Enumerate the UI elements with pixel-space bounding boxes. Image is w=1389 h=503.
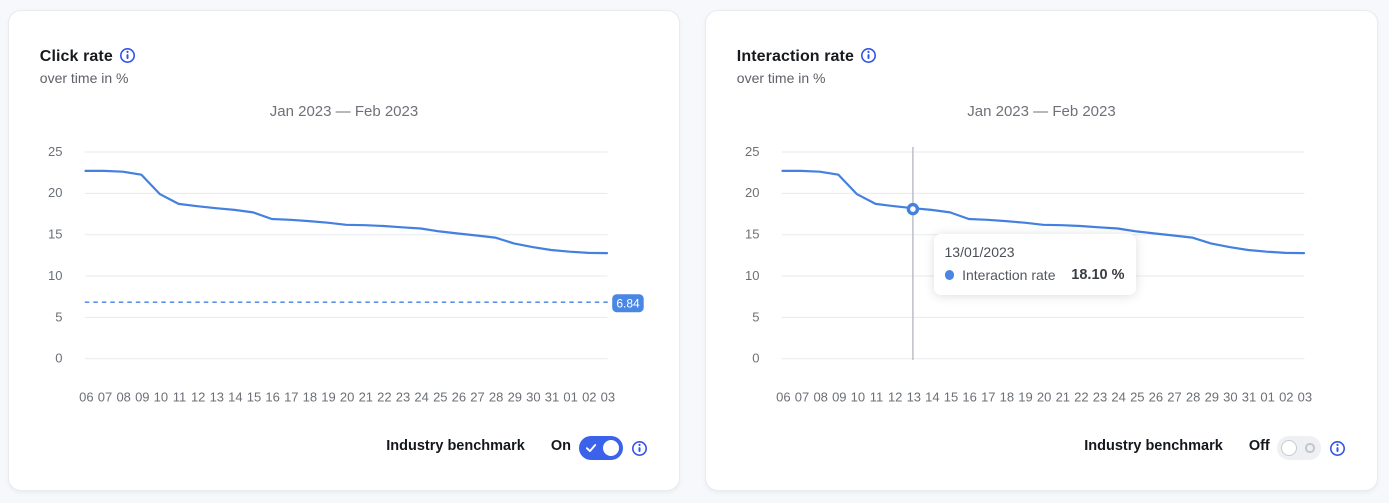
svg-text:15: 15 [745,227,759,242]
svg-text:10: 10 [851,390,865,405]
svg-text:25: 25 [433,390,447,405]
svg-text:16: 16 [265,390,279,405]
svg-text:07: 07 [98,390,112,405]
svg-text:31: 31 [1242,390,1256,405]
svg-text:03: 03 [1298,390,1312,405]
svg-text:13: 13 [210,390,224,405]
svg-text:26: 26 [452,390,466,405]
svg-text:11: 11 [173,390,187,405]
svg-text:01: 01 [1260,390,1274,405]
svg-text:01: 01 [563,390,577,405]
svg-text:21: 21 [1056,390,1070,405]
svg-text:18: 18 [1000,390,1014,405]
svg-text:15: 15 [247,390,261,405]
svg-text:11: 11 [870,390,884,405]
svg-text:29: 29 [508,390,522,405]
svg-text:28: 28 [489,390,503,405]
svg-text:0: 0 [752,351,759,366]
svg-text:29: 29 [1205,390,1219,405]
svg-text:21: 21 [359,390,373,405]
svg-text:06: 06 [776,390,790,405]
svg-text:27: 27 [470,390,484,405]
svg-text:10: 10 [745,268,759,283]
svg-text:26: 26 [1149,390,1163,405]
svg-text:02: 02 [582,390,596,405]
svg-text:24: 24 [1111,390,1125,405]
svg-text:22: 22 [377,390,391,405]
svg-text:19: 19 [321,390,335,405]
svg-text:19: 19 [1018,390,1032,405]
svg-text:24: 24 [414,390,428,405]
svg-text:12: 12 [191,390,205,405]
svg-text:30: 30 [1223,390,1237,405]
svg-text:0: 0 [55,351,62,366]
svg-text:20: 20 [48,185,62,200]
svg-text:08: 08 [116,390,130,405]
svg-text:20: 20 [1037,390,1051,405]
svg-text:13: 13 [907,390,921,405]
svg-text:10: 10 [154,390,168,405]
svg-text:16: 16 [962,390,976,405]
svg-text:15: 15 [944,390,958,405]
svg-text:5: 5 [752,309,759,324]
svg-text:10: 10 [48,268,62,283]
svg-text:31: 31 [545,390,559,405]
svg-text:22: 22 [1074,390,1088,405]
svg-text:17: 17 [981,390,995,405]
svg-text:09: 09 [832,390,846,405]
svg-text:23: 23 [1093,390,1107,405]
svg-text:28: 28 [1186,390,1200,405]
svg-text:6.84: 6.84 [616,296,640,310]
svg-text:14: 14 [925,390,939,405]
svg-text:23: 23 [396,390,410,405]
svg-text:17: 17 [284,390,298,405]
svg-text:14: 14 [228,390,242,405]
svg-text:06: 06 [79,390,93,405]
svg-text:12: 12 [888,390,902,405]
svg-text:02: 02 [1279,390,1293,405]
svg-text:25: 25 [745,144,759,159]
svg-text:08: 08 [813,390,827,405]
svg-text:09: 09 [135,390,149,405]
svg-text:27: 27 [1167,390,1181,405]
svg-text:25: 25 [1130,390,1144,405]
svg-text:25: 25 [48,144,62,159]
svg-text:5: 5 [55,309,62,324]
svg-text:30: 30 [526,390,540,405]
svg-text:20: 20 [745,185,759,200]
svg-text:18: 18 [303,390,317,405]
svg-text:07: 07 [795,390,809,405]
svg-text:20: 20 [340,390,354,405]
svg-text:03: 03 [601,390,615,405]
svg-text:15: 15 [48,227,62,242]
